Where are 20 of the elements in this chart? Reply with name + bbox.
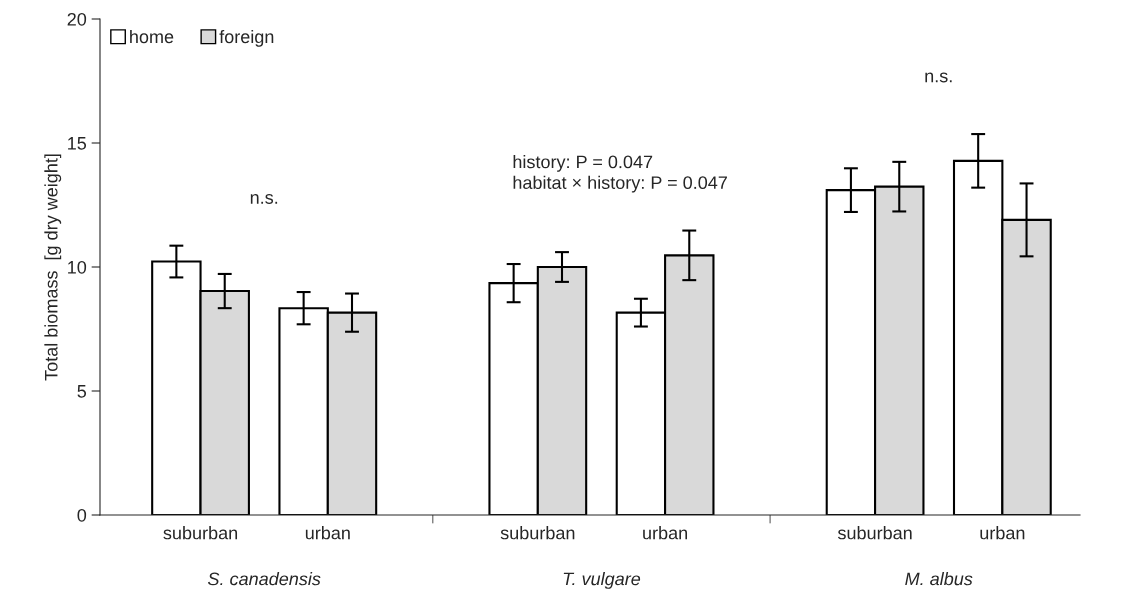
text: S. canadensis (207, 572, 321, 586)
x-tick-label: suburban (163, 526, 238, 540)
x-tick-label: suburban (500, 526, 575, 540)
x-tick-label: suburban (837, 526, 912, 540)
legend-label: home (130, 29, 174, 44)
legend-label: foreign (219, 29, 274, 47)
y-tick-label: 5 (77, 385, 87, 398)
y-tick-label: 15 (68, 137, 87, 150)
y-tick-label: 20 (67, 12, 87, 26)
x-tick-label: urban (980, 526, 1025, 540)
annotation: n.s. (250, 194, 278, 204)
y-tick-label: 10 (68, 260, 87, 274)
annotation: n.s. (925, 72, 952, 83)
text: T. vulgare (563, 572, 641, 589)
x-tick-label: urban (305, 526, 350, 540)
annotation: history: P = 0.047 habitat × history: P = 0.047 (513, 155, 727, 193)
y-tick-label: 0 (77, 508, 87, 522)
y-axis-title: Total biomass [g dry weight] (44, 154, 62, 381)
x-tick-label: urban (643, 526, 688, 540)
text: M. albus (905, 572, 973, 586)
